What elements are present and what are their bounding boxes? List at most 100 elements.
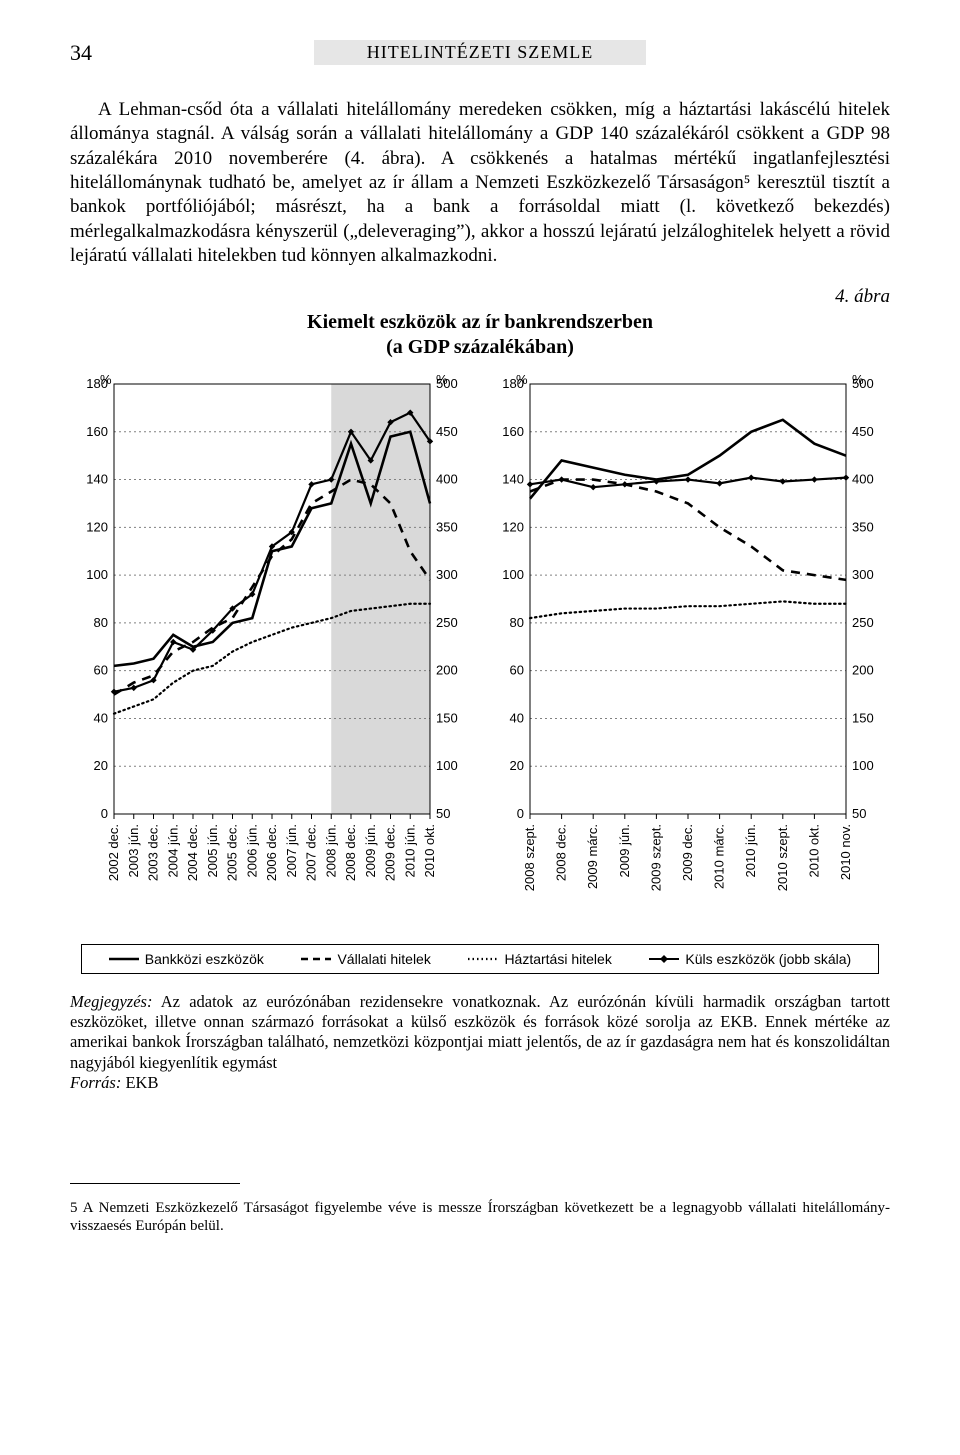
svg-text:2009 dec.: 2009 dec. [680, 824, 695, 881]
svg-text:40: 40 [94, 711, 108, 726]
svg-text:100: 100 [852, 758, 874, 773]
svg-text:%: % [516, 372, 528, 387]
chart-legend: Bankközi eszközök Vállalati hitelek Házt… [81, 944, 879, 974]
figure-title-line1: Kiemelt eszközök az ír bankrendszerben [307, 311, 653, 333]
svg-text:2010 márc.: 2010 márc. [712, 824, 727, 889]
svg-text:2010 szept.: 2010 szept. [775, 824, 790, 891]
svg-text:250: 250 [436, 615, 458, 630]
svg-text:0: 0 [517, 806, 524, 821]
svg-text:100: 100 [86, 567, 108, 582]
svg-text:0: 0 [101, 806, 108, 821]
svg-text:2009 jún.: 2009 jún. [617, 824, 632, 878]
svg-text:60: 60 [510, 663, 524, 678]
legend-swatch-marker [649, 952, 679, 966]
svg-text:140: 140 [86, 472, 108, 487]
note-label: Megjegyzés: [70, 992, 152, 1011]
page-header: 34 HITELINTÉZETI SZEMLE [70, 40, 890, 70]
legend-swatch-dot [468, 952, 498, 966]
svg-text:150: 150 [436, 711, 458, 726]
figure-note: Megjegyzés: Az adatok az eurózónában rez… [70, 992, 890, 1093]
svg-text:2003 dec.: 2003 dec. [146, 824, 161, 881]
svg-text:2010 okt.: 2010 okt. [806, 824, 821, 878]
chart-left: 0204060801001201401601805010015020025030… [72, 370, 472, 930]
page: 34 HITELINTÉZETI SZEMLE A Lehman-csőd ót… [0, 0, 960, 1455]
legend-swatch-dash [301, 952, 331, 966]
svg-text:2004 jún.: 2004 jún. [165, 824, 180, 878]
svg-text:%: % [436, 372, 448, 387]
svg-text:100: 100 [436, 758, 458, 773]
svg-text:2008 dec.: 2008 dec. [554, 824, 569, 881]
journal-title: HITELINTÉZETI SZEMLE [314, 40, 646, 65]
svg-text:2010 okt.: 2010 okt. [422, 824, 437, 878]
svg-text:450: 450 [852, 424, 874, 439]
svg-text:350: 350 [852, 520, 874, 535]
footnote-separator [70, 1183, 240, 1184]
svg-text:%: % [100, 372, 112, 387]
legend-item-vallalati: Vállalati hitelek [301, 951, 430, 967]
svg-text:120: 120 [502, 520, 524, 535]
svg-text:250: 250 [852, 615, 874, 630]
svg-text:160: 160 [86, 424, 108, 439]
figure-title-line2: (a GDP százalékában) [386, 336, 574, 358]
legend-label-3: Háztartási hitelek [504, 951, 611, 967]
svg-text:2003 jún.: 2003 jún. [126, 824, 141, 878]
svg-text:40: 40 [510, 711, 524, 726]
svg-text:120: 120 [86, 520, 108, 535]
source-text: EKB [121, 1073, 158, 1092]
chart-right: 0204060801001201401601805010015020025030… [488, 370, 888, 930]
svg-text:100: 100 [502, 567, 524, 582]
svg-text:80: 80 [94, 615, 108, 630]
svg-text:2010 jún.: 2010 jún. [743, 824, 758, 878]
svg-text:160: 160 [502, 424, 524, 439]
svg-text:2005 jún.: 2005 jún. [205, 824, 220, 878]
svg-text:140: 140 [502, 472, 524, 487]
body-paragraph-text: A Lehman-csőd óta a vállalati hitelállom… [70, 99, 890, 266]
svg-text:300: 300 [852, 567, 874, 582]
svg-text:2009 márc.: 2009 márc. [585, 824, 600, 889]
figure-label: 4. ábra [70, 286, 890, 308]
page-number: 34 [70, 40, 92, 66]
svg-text:2006 dec.: 2006 dec. [264, 824, 279, 881]
svg-text:2004 dec.: 2004 dec. [185, 824, 200, 881]
legend-label-1: Bankközi eszközök [145, 951, 264, 967]
body-paragraph: A Lehman-csőd óta a vállalati hitelállom… [70, 98, 890, 268]
svg-text:400: 400 [436, 472, 458, 487]
svg-text:2006 jún.: 2006 jún. [244, 824, 259, 878]
legend-item-bankkozi: Bankközi eszközök [109, 951, 264, 967]
legend-swatch-solid [109, 952, 139, 966]
svg-text:2002 dec.: 2002 dec. [106, 824, 121, 881]
svg-text:2007 dec.: 2007 dec. [304, 824, 319, 881]
legend-label-4: Küls eszközök (jobb skála) [685, 951, 851, 967]
svg-text:2008 szept.: 2008 szept. [522, 824, 537, 891]
svg-text:2008 dec.: 2008 dec. [343, 824, 358, 881]
svg-text:20: 20 [94, 758, 108, 773]
svg-text:200: 200 [852, 663, 874, 678]
note-text: Az adatok az eurózónában rezidensekre vo… [70, 992, 890, 1071]
svg-text:350: 350 [436, 520, 458, 535]
charts-row: 0204060801001201401601805010015020025030… [70, 370, 890, 930]
svg-text:2009 dec.: 2009 dec. [383, 824, 398, 881]
svg-text:400: 400 [852, 472, 874, 487]
legend-item-kulso: Küls eszközök (jobb skála) [649, 951, 851, 967]
svg-text:2007 jún.: 2007 jún. [284, 824, 299, 878]
source-label: Forrás: [70, 1073, 121, 1092]
svg-text:20: 20 [510, 758, 524, 773]
svg-text:50: 50 [436, 806, 450, 821]
svg-text:2009 jún.: 2009 jún. [363, 824, 378, 878]
svg-text:50: 50 [852, 806, 866, 821]
footnote: 5 A Nemzeti Eszközkezelő Társaságot figy… [70, 1199, 890, 1235]
svg-text:200: 200 [436, 663, 458, 678]
svg-text:%: % [852, 372, 864, 387]
legend-label-2: Vállalati hitelek [337, 951, 430, 967]
svg-text:2010 nov.: 2010 nov. [838, 824, 853, 880]
legend-item-haztartasi: Háztartási hitelek [468, 951, 611, 967]
svg-text:80: 80 [510, 615, 524, 630]
svg-text:150: 150 [852, 711, 874, 726]
svg-text:60: 60 [94, 663, 108, 678]
svg-text:2005 dec.: 2005 dec. [225, 824, 240, 881]
svg-text:300: 300 [436, 567, 458, 582]
figure-title: Kiemelt eszközök az ír bankrendszerben (… [70, 310, 890, 360]
svg-text:450: 450 [436, 424, 458, 439]
svg-text:2008 jún.: 2008 jún. [323, 824, 338, 878]
svg-text:2010 jún.: 2010 jún. [402, 824, 417, 878]
